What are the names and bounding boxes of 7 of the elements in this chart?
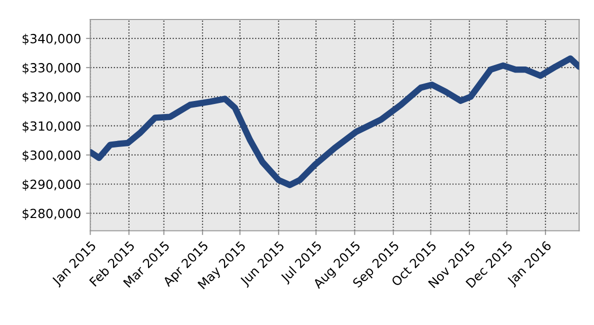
y-tick-label: $290,000 bbox=[22, 179, 80, 191]
y-tick-label: $280,000 bbox=[22, 208, 80, 220]
y-tick-label: $300,000 bbox=[22, 150, 80, 162]
y-tick-label: $310,000 bbox=[22, 121, 80, 132]
y-tick-label: $340,000 bbox=[22, 34, 80, 46]
y-tick-label: $320,000 bbox=[22, 92, 80, 104]
y-tick-label: $330,000 bbox=[22, 62, 80, 74]
